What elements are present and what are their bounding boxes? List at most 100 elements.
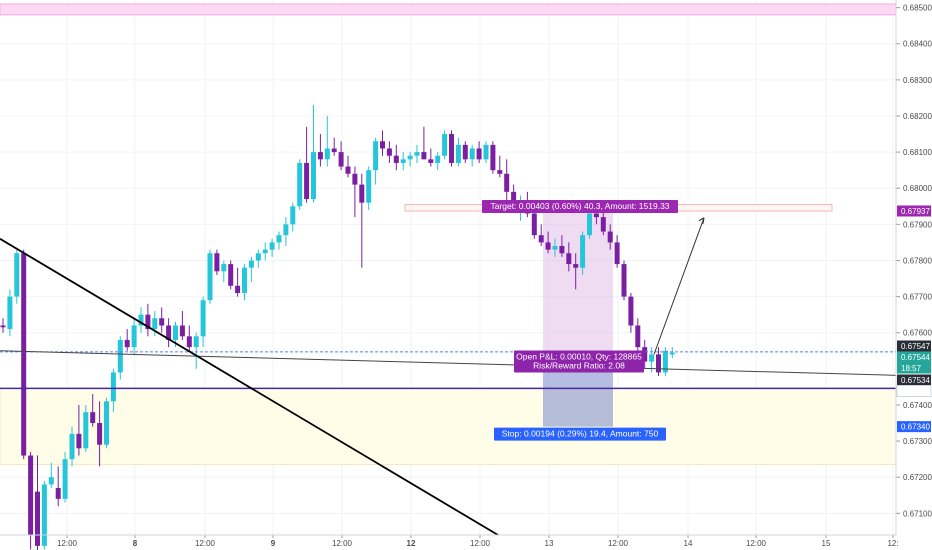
candle-body [545,242,551,250]
candle-body [421,152,427,160]
candle-body [269,242,275,250]
candle-body [124,339,130,348]
candle-body [283,224,289,236]
price-tag-bg [896,385,932,397]
candle-body [317,152,323,160]
stop-label-text: Stop: 0.00194 (0.29%) 19.4, Amount: 750 [502,429,659,439]
candle-body [331,148,337,153]
x-tick-label: 12:00 [332,539,353,548]
candle-body [104,401,109,445]
candle-body [186,336,192,348]
candle-body [173,325,178,340]
candle-body [469,148,475,160]
candle-body [642,347,648,362]
price-tag: 0.67340 [897,421,931,433]
candle-body [662,350,668,373]
candle-body [504,173,510,192]
price-tag-bg [897,421,931,433]
candle-body [414,152,420,156]
y-tick-label: 0.68300 [903,76,932,85]
candle-body [152,318,158,330]
candle-body [69,433,75,460]
projection-arrow-line [653,217,705,355]
x-tick-label: 12:00 [746,539,767,548]
candle-body [449,134,454,163]
candle-body [656,354,661,373]
candle-body [304,162,310,200]
trend-line-flat [0,350,897,376]
candle-body [83,412,89,449]
price-tag: 0.67547 [897,340,931,352]
price-tag-text: 0.67340 [901,423,930,432]
y-tick-label: 0.67400 [903,401,932,410]
stop-label: Stop: 0.00194 (0.29%) 19.4, Amount: 750 [494,427,666,441]
candle-body [276,235,282,243]
x-tick-label: 14 [684,539,693,548]
y-tick-label: 0.68200 [903,112,932,121]
candle-body [345,166,351,174]
candle-body [462,144,468,160]
candle-body [607,231,613,243]
candle-body [373,141,379,171]
candle-body [35,491,40,546]
candle-body [483,144,489,160]
y-tick-label: 0.68100 [903,148,932,157]
price-tag-bg [897,340,931,352]
target-label-text: Target: 0.00403 (0.60%) 40.3, Amount: 15… [490,201,669,211]
candle-body [193,336,199,348]
candle-body [138,314,144,326]
price-tag-text: 0.67547 [901,342,930,351]
candle-body [7,296,13,330]
candle-body [117,339,123,373]
candle-body [435,155,441,163]
price-tag-text: 0.67937 [901,207,930,216]
y-tick-label: 0.67200 [903,473,932,482]
candle-body [297,162,303,207]
price-tag-bg [897,205,931,217]
zones [0,3,897,466]
candle-body [214,253,220,272]
candle-body [359,184,365,203]
y-tick-label: 0.68000 [903,184,932,193]
x-tick-label: 12 [407,539,416,548]
candle-body [48,477,54,485]
candle-body [159,318,165,326]
candle-body [338,152,344,167]
candle-body [573,264,579,268]
candle-body [62,459,68,499]
candle-body [442,134,448,156]
candle-body [200,300,206,337]
candle-body [76,433,82,449]
candle-body [559,246,565,254]
price-tag-text: 0.67544 [901,353,930,362]
candle-body [593,213,599,218]
x-tick-label: 8 [133,539,138,548]
candle-body [614,242,620,265]
candle-body [14,253,20,297]
candle-body [380,141,385,149]
candle-body [400,159,406,163]
candle-body [145,314,151,330]
trend-line-down [0,238,499,536]
candle-body [290,206,296,225]
candle-body [635,325,641,348]
candles [0,105,675,550]
candle-body [531,213,537,236]
y-tick-label: 0.68400 [903,40,932,49]
price-tag-text: 0.67446 [901,387,930,396]
price-tag: 18:57 [897,362,931,374]
stop-label-bg [494,427,666,441]
y-tick-label: 0.67300 [903,437,932,446]
price-tag-bg [897,374,931,386]
candle-body [366,170,372,203]
target-label-bg [482,199,678,213]
candle-body [262,249,268,254]
candle-body [28,455,34,535]
candle-body [497,170,503,174]
x-tick-label: 12:00 [608,539,629,548]
candle-body [600,217,606,232]
candle-body [179,325,185,337]
